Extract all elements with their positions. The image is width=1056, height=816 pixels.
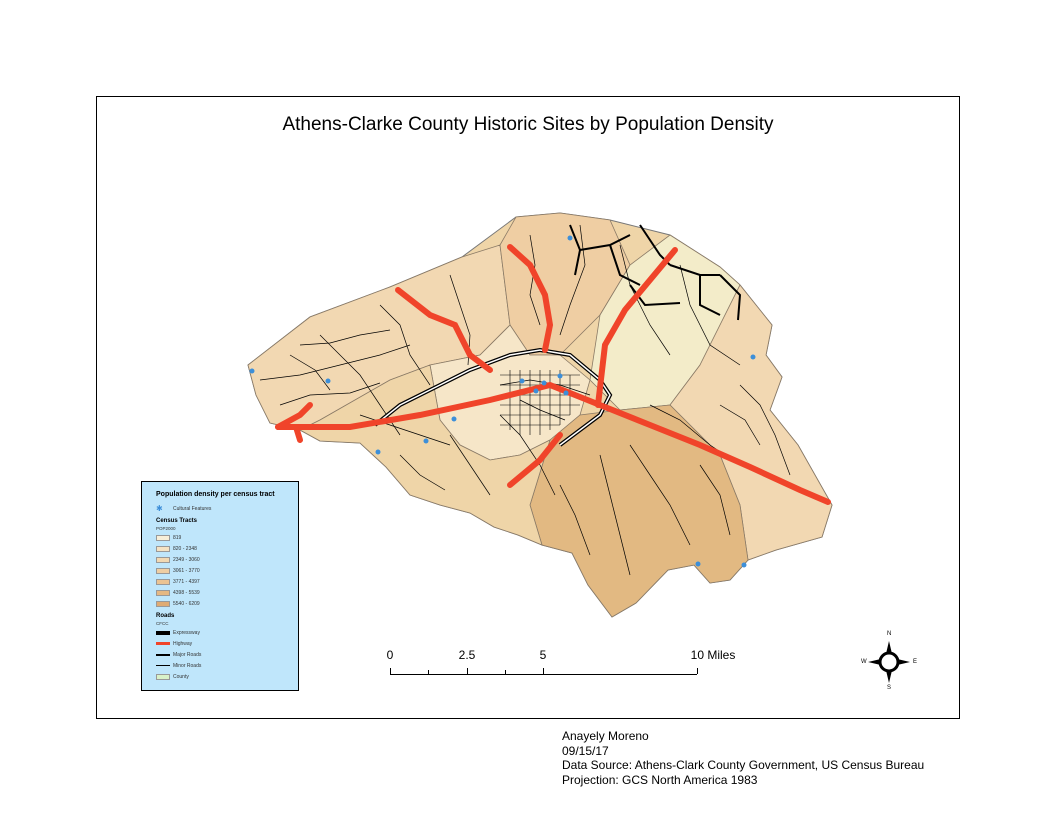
legend-feature-label: Cultural Features — [173, 505, 212, 512]
credits-projection: Projection: GCS North America 1983 — [562, 772, 758, 787]
road-style-swatch — [156, 630, 170, 635]
cultural-feature-marker[interactable] — [249, 368, 255, 374]
tract-class-label: 3061 - 3770 — [173, 567, 200, 574]
scale-label-0: 0 — [386, 648, 394, 662]
county-swatch — [156, 673, 170, 680]
tract-class-swatch — [156, 567, 170, 574]
legend-tract-class-row: 819 — [156, 532, 298, 543]
map-credits: Anayely Moreno 09/15/17 Data Source: Ath… — [562, 729, 924, 787]
tract-class-swatch — [156, 534, 170, 541]
legend-road-class-row: Highway — [156, 638, 298, 649]
legend-title: Population density per census tract — [156, 491, 275, 498]
cultural-features[interactable] — [249, 235, 756, 568]
scale-bar: 0 2.5 5 10 Miles — [386, 648, 735, 688]
legend-tract-class-row: 5540 - 6209 — [156, 598, 298, 609]
compass-w: W — [861, 659, 867, 665]
road-class-label: Expressway — [173, 629, 200, 636]
legend-tract-class-row: 3771 - 4397 — [156, 576, 298, 587]
cultural-feature-marker[interactable] — [695, 561, 701, 567]
tract-south — [529, 404, 749, 618]
credits-author: Anayely Moreno — [562, 729, 649, 743]
legend-tract-class-row: 820 - 2348 — [156, 543, 298, 554]
tract-class-label: 5540 - 6209 — [173, 600, 200, 607]
legend-road-class-row: Major Roads — [156, 649, 298, 660]
scale-tick — [428, 670, 429, 674]
cultural-feature-marker[interactable] — [750, 354, 756, 360]
tract-class-swatch — [156, 589, 170, 596]
tract-class-swatch — [156, 578, 170, 585]
scale-label-3: 10 Miles — [690, 648, 736, 662]
cultural-feature-marker[interactable] — [375, 449, 381, 455]
legend-tract-class-row: 2349 - 3060 — [156, 554, 298, 565]
road-style-swatch — [156, 665, 170, 666]
legend-roads-field: CFCC — [156, 621, 169, 626]
road-class-label: Minor Roads — [173, 662, 202, 669]
cultural-feature-marker[interactable] — [557, 373, 563, 379]
scale-label-2: 5 — [539, 648, 547, 662]
compass-rose-icon — [868, 641, 910, 683]
legend-road-class-row: Expressway — [156, 627, 298, 638]
county-map[interactable] — [200, 205, 840, 625]
legend-tract-class-row: 3061 - 3770 — [156, 565, 298, 576]
legend-road-classes: Expressway Highway Major Roads Minor Roads — [156, 627, 298, 671]
cultural-feature-marker[interactable] — [741, 562, 747, 568]
tract-class-swatch — [156, 545, 170, 552]
cultural-feature-marker[interactable] — [451, 416, 457, 422]
road-class-label: Major Roads — [173, 651, 202, 658]
legend-county-label: County — [173, 673, 189, 680]
compass-s: S — [887, 685, 892, 691]
cultural-feature-marker[interactable] — [541, 380, 547, 386]
cultural-feature-marker[interactable] — [423, 438, 429, 444]
cultural-feature-marker[interactable] — [325, 378, 331, 384]
compass-n: N — [887, 631, 892, 637]
tract-class-label: 2349 - 3060 — [173, 556, 200, 563]
tract-southwest — [299, 364, 551, 546]
compass-e: E — [913, 659, 918, 665]
legend-tracts-heading: Census Tracts — [156, 518, 198, 524]
tract-class-swatch — [156, 600, 170, 607]
map-frame — [96, 96, 960, 719]
cultural-feature-marker[interactable] — [563, 390, 569, 396]
north-arrow: N S E W — [858, 631, 920, 693]
scale-tick — [505, 670, 506, 674]
scale-tick — [467, 668, 468, 674]
legend-road-class-row: Minor Roads — [156, 660, 298, 671]
legend-tracts-field: POP2000 — [156, 526, 176, 531]
major-roads — [569, 224, 742, 321]
cultural-feature-marker[interactable] — [533, 388, 539, 394]
credits-source: Data Source: Athens-Clark County Governm… — [562, 758, 925, 772]
road-style-swatch — [156, 642, 170, 645]
legend-county-row: County — [156, 671, 298, 682]
feature-star-icon: ✱ — [156, 504, 163, 513]
road-class-label: Highway — [173, 640, 193, 647]
map-title: Athens-Clarke County Historic Sites by P… — [282, 114, 774, 135]
scale-label-1: 2.5 — [458, 648, 476, 662]
highways — [275, 244, 831, 505]
tract-class-label: 4398 - 5539 — [173, 589, 200, 596]
map-legend: Population density per census tract ✱ Cu… — [141, 481, 299, 691]
tract-class-label: 820 - 2348 — [173, 545, 197, 552]
tract-class-label: 3771 - 4397 — [173, 578, 200, 585]
scale-tick — [543, 668, 544, 674]
legend-roads-heading: Roads — [156, 613, 175, 619]
legend-tract-class-row: 4398 - 5539 — [156, 587, 298, 598]
scale-tick — [390, 668, 391, 674]
cultural-feature-marker[interactable] — [567, 235, 573, 241]
credits-date: 09/15/17 — [562, 743, 609, 758]
legend-feature-row: ✱ Cultural Features — [156, 503, 298, 514]
tract-class-label: 819 — [173, 534, 182, 541]
expressway — [373, 347, 613, 447]
road-style-swatch — [156, 653, 170, 656]
cultural-feature-marker[interactable] — [519, 378, 525, 384]
legend-tract-classes: 819 820 - 2348 2349 - 3060 3061 - 3770 3771 … — [156, 532, 298, 609]
tract-class-swatch — [156, 556, 170, 563]
scale-tick — [697, 668, 698, 674]
scale-bar-line — [390, 674, 697, 675]
